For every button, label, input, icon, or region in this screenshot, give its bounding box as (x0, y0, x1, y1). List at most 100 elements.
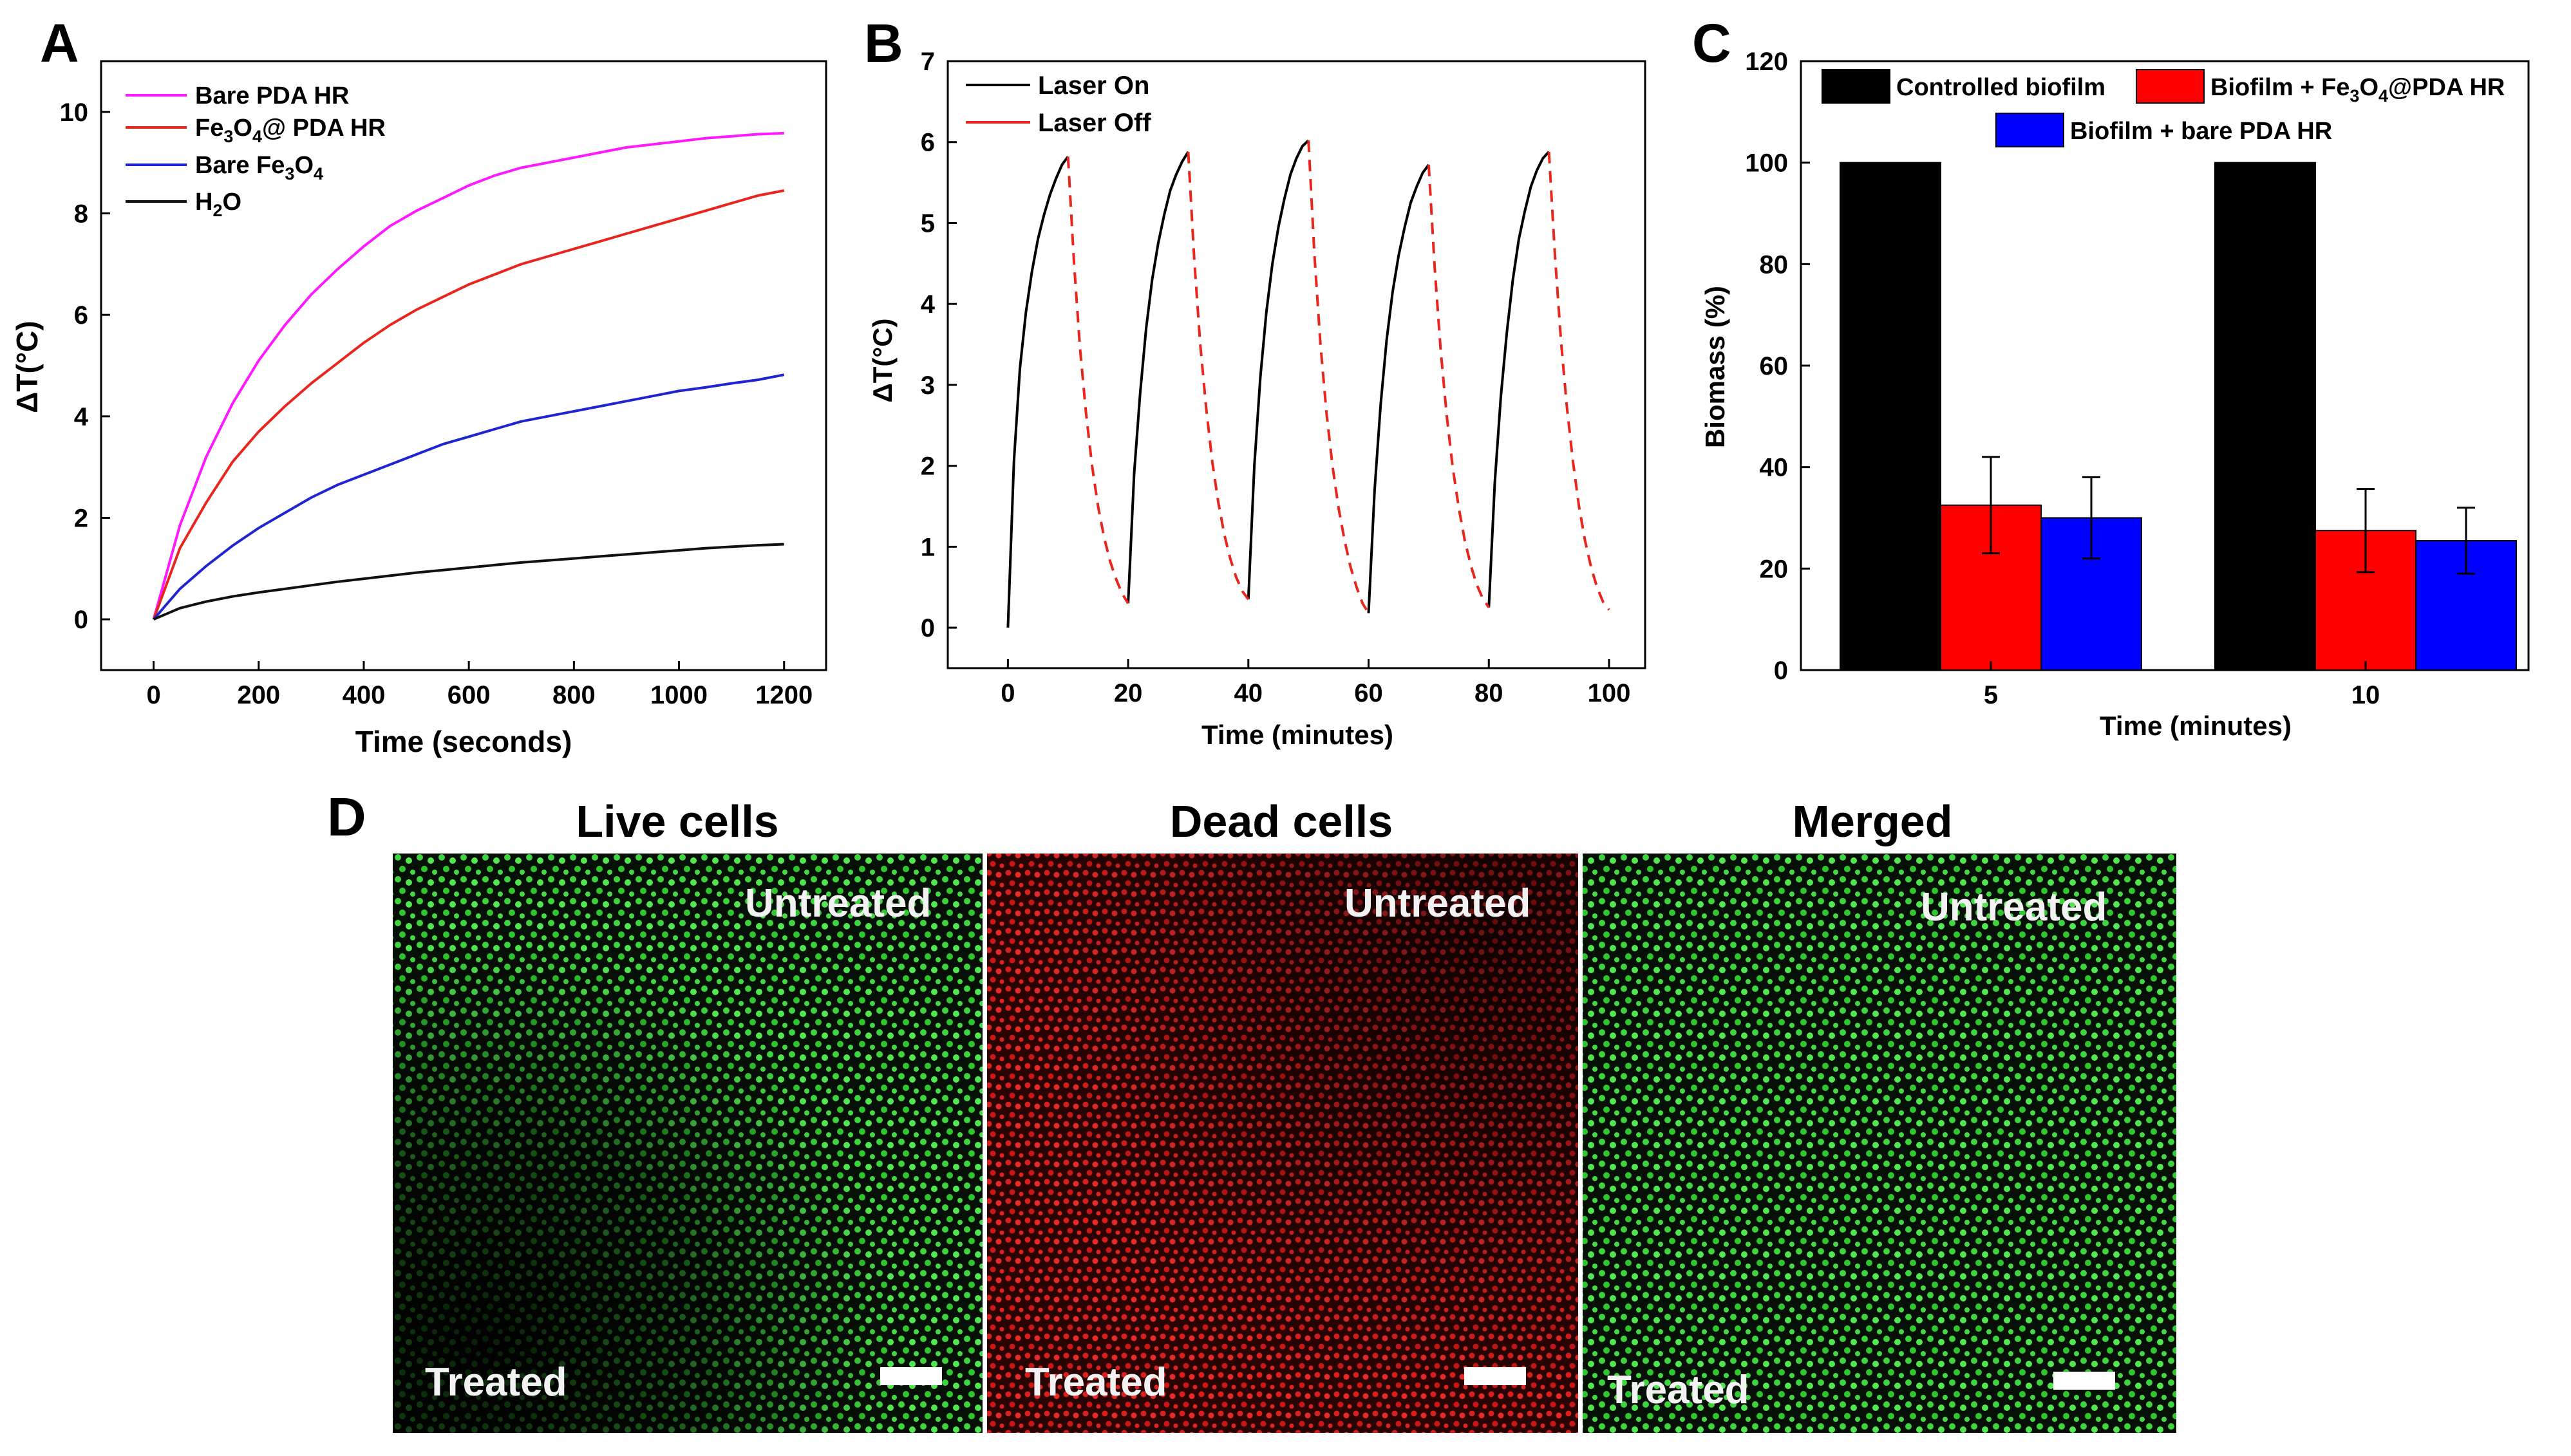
chart-a: 0 2 4 6 8 10 0 200 400 600 800 1000 1200 Time (seco… (10, 60, 827, 758)
micro-merged-scale-bar (2053, 1372, 2115, 1390)
micro-title-live: Live cells (576, 796, 778, 846)
b-ytick-label: 0 (921, 614, 935, 642)
b-ytick-label: 3 (921, 371, 935, 400)
chart-c-legend: Controlled biofilm Biofilm + Fe3O4@PDA H… (1822, 69, 2505, 147)
micro-merged-sparse-live (1583, 854, 2176, 1433)
b-series-0-cycle-2 (1247, 139, 1310, 600)
b-ytick-label: 5 (921, 209, 935, 238)
micro-merged-treated-label: Treated (1607, 1368, 1749, 1412)
micro-image-merged: Untreated Treated (1583, 854, 2176, 1433)
b-series-0-cycle-0 (1006, 156, 1069, 628)
micro-title-merged: Merged (1793, 796, 1953, 846)
micro-dead-untreated-region (987, 854, 1578, 1433)
a-xtick-label: 600 (447, 681, 491, 709)
micro-title-dead: Dead cells (1170, 796, 1393, 846)
chart-c: 0 20 40 60 80 100 120 5 10 Time (minutes) Bioma… (1700, 48, 2530, 741)
b-ytick-label: 1 (921, 533, 935, 561)
a-series-line-1 (152, 189, 785, 620)
micro-image-dead: Untreated Treated (987, 854, 1578, 1433)
c-bar-s0-c1 (2214, 162, 2316, 671)
legend-a-label-fe3o4-pda: Fe3O4@ PDA HR (195, 115, 386, 146)
c-xtick-label: 10 (2351, 681, 2380, 709)
b-series-1-cycle-4 (1547, 151, 1610, 611)
micro-live-treated-region (393, 854, 983, 1433)
a-xtick-label: 1200 (755, 681, 813, 709)
legend-c-label-control: Controlled biofilm (1896, 74, 2105, 101)
b-series-1-cycle-0 (1066, 156, 1129, 604)
chart-a-xlabel: Time (seconds) (355, 725, 572, 758)
a-xtick-label: 800 (552, 681, 596, 709)
c-ytick-label: 40 (1760, 454, 1789, 482)
b-series-0-cycle-1 (1127, 151, 1190, 604)
panel-a-letter: A (40, 13, 79, 73)
a-xtick-label: 0 (146, 681, 160, 709)
micro-live-treated-label: Treated (425, 1360, 567, 1405)
chart-b-legend: Laser On Laser Off (966, 71, 1151, 137)
micro-merged-dead-overlay (1583, 854, 2176, 1433)
c-ytick-label: 0 (1774, 657, 1788, 685)
c-ytick-label: 100 (1745, 149, 1788, 178)
b-xtick-label: 100 (1588, 679, 1631, 707)
panel-b-letter: B (864, 13, 903, 73)
panel-c-letter: C (1692, 13, 1731, 73)
b-series-1-cycle-1 (1187, 151, 1250, 601)
b-ytick-label: 7 (921, 48, 935, 76)
a-xtick-label: 1000 (650, 681, 708, 709)
b-series-1-cycle-3 (1427, 164, 1490, 608)
chart-b-xlabel: Time (minutes) (1201, 720, 1393, 750)
b-series-0-cycle-3 (1367, 163, 1430, 613)
c-ytick-label: 80 (1760, 250, 1789, 279)
legend-c-swatch-fe3o4-pda (2136, 69, 2205, 104)
micro-dead-scale-bar (1464, 1367, 1526, 1385)
b-ytick-label: 2 (921, 453, 935, 481)
a-xtick-label: 200 (237, 681, 280, 709)
b-xtick-label: 40 (1234, 679, 1263, 707)
a-series-line-0 (152, 131, 784, 620)
a-series-line-2 (153, 373, 785, 621)
c-ytick-label: 20 (1760, 555, 1789, 583)
b-ytick-label: 6 (921, 129, 935, 157)
a-ytick-label: 4 (74, 403, 89, 431)
a-ytick-label: 0 (74, 606, 88, 634)
a-ytick-label: 6 (74, 301, 88, 330)
legend-b-label-laser-on: Laser On (1038, 71, 1149, 100)
legend-a-label-bare-pda: Bare PDA HR (195, 82, 349, 109)
b-xtick-label: 20 (1114, 679, 1143, 707)
legend-b-label-laser-off: Laser Off (1038, 109, 1151, 137)
c-bar-s0-c0 (1840, 162, 1941, 671)
legend-c-label-fe3o4-pda: Biofilm + Fe3O4@PDA HR (2210, 74, 2505, 106)
a-xtick-label: 400 (343, 681, 386, 709)
chart-b: 0 1 2 3 4 5 6 7 0 20 40 60 80 100 Time (minutes) ΔT(… (867, 48, 1646, 750)
micro-dead-untreated-label: Untreated (1344, 881, 1530, 926)
legend-c-swatch-bare-pda (1995, 113, 2064, 147)
b-series-1-cycle-2 (1307, 140, 1370, 614)
b-xtick-label: 60 (1354, 679, 1383, 707)
chart-c-ylabel: Biomass (%) (1700, 286, 1730, 448)
micro-live-scale-bar (880, 1367, 942, 1385)
c-ytick-label: 120 (1745, 48, 1788, 76)
legend-c-swatch-control (1822, 69, 1890, 104)
b-ytick-label: 4 (921, 290, 936, 319)
c-xtick-label: 5 (1984, 681, 1998, 709)
panel-d-letter: D (327, 787, 366, 847)
micro-image-live: Untreated Treated (393, 854, 983, 1433)
b-series-0-cycle-4 (1487, 151, 1550, 608)
chart-a-frame (100, 60, 827, 671)
chart-b-ylabel: ΔT(°C) (867, 319, 898, 403)
a-series-line-3 (153, 543, 784, 621)
micro-dead-treated-label: Treated (1025, 1360, 1167, 1405)
b-xtick-label: 0 (1001, 679, 1015, 707)
micro-merged-untreated-label: Untreated (1921, 885, 2107, 929)
chart-b-frame (946, 60, 1646, 669)
a-ytick-label: 8 (74, 200, 88, 229)
chart-a-ylabel: ΔT(°C) (10, 321, 44, 413)
chart-c-xlabel: Time (minutes) (2100, 711, 2292, 741)
c-ytick-label: 60 (1760, 352, 1789, 380)
legend-a-label-h2o: H2O (195, 189, 241, 220)
a-ytick-label: 2 (74, 505, 88, 533)
legend-a-label-bare-fe3o4: Bare Fe3O4 (195, 152, 323, 183)
chart-a-legend: Bare PDA HR Fe3O4@ PDA HR Bare Fe3O4 H2O (126, 82, 386, 220)
micro-live-untreated-label: Untreated (745, 881, 931, 926)
legend-c-label-bare-pda: Biofilm + bare PDA HR (2070, 118, 2332, 145)
